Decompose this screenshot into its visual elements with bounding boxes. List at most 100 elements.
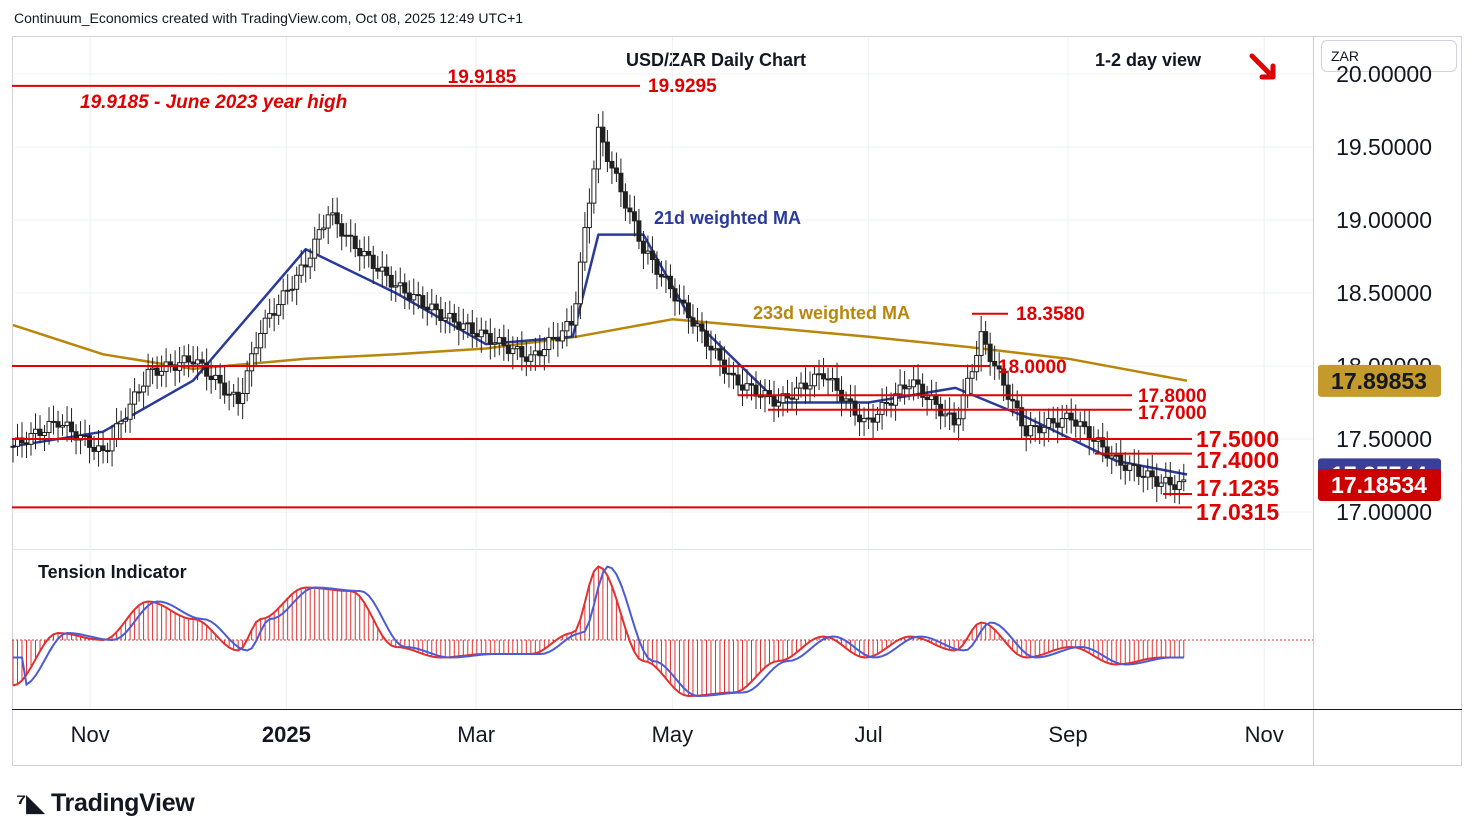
candle-body <box>406 292 412 301</box>
candle-body <box>933 395 939 405</box>
candle-body <box>748 383 754 386</box>
candle-body <box>1176 481 1182 490</box>
candle-body <box>1172 484 1178 490</box>
candle-body <box>631 211 637 222</box>
candle-body <box>897 384 903 395</box>
candle-body <box>244 370 250 394</box>
candle-body <box>1086 426 1092 441</box>
x-tick-label: May <box>652 722 694 747</box>
candle-body <box>420 295 426 308</box>
candle-body <box>956 418 962 426</box>
candle-body <box>429 303 435 311</box>
candle-body <box>145 368 151 387</box>
candle-body <box>852 400 858 416</box>
candle-body <box>694 323 700 327</box>
candle-body <box>1001 368 1007 386</box>
candle-body <box>393 285 399 288</box>
candle-body <box>699 323 705 332</box>
level-17-4000-label: 17.4000 <box>1196 447 1279 473</box>
candle-body <box>159 370 165 376</box>
candle-body <box>487 333 493 345</box>
candle-body <box>1028 425 1034 437</box>
candle-body <box>825 378 831 381</box>
level-17-8000-label: 17.8000 <box>1138 386 1207 407</box>
candle-body <box>370 254 376 269</box>
candle-body <box>82 434 88 437</box>
candle-body <box>366 250 372 256</box>
candle-body <box>645 250 651 254</box>
candle-body <box>510 348 516 355</box>
candle-body <box>708 345 714 351</box>
candle-body <box>154 367 160 376</box>
tension-signal-line <box>13 565 1184 698</box>
candle-body <box>186 355 192 363</box>
candle-body <box>1041 426 1047 434</box>
candle-body <box>496 337 502 344</box>
candle-body <box>532 350 538 356</box>
candle-body <box>73 431 79 441</box>
x-tick-label: 2025 <box>262 722 311 747</box>
candle-body <box>577 261 583 305</box>
candle-body <box>1158 482 1164 487</box>
currency-selector[interactable]: ZAR <box>1321 40 1457 72</box>
candle-body <box>271 313 277 316</box>
candle-body <box>604 141 610 162</box>
candle-body <box>424 306 430 311</box>
candle-body <box>888 402 894 406</box>
candle-body <box>267 313 273 319</box>
candle-body <box>375 267 381 272</box>
candle-body <box>771 395 777 407</box>
candle-body <box>1059 418 1065 428</box>
candle-body <box>586 202 592 229</box>
candle-body <box>690 317 696 327</box>
candle-body <box>24 442 30 445</box>
candle-body <box>595 126 601 170</box>
candle-body <box>357 248 363 257</box>
candle-body <box>812 373 818 387</box>
candle-body <box>64 421 70 427</box>
candle-body <box>447 312 453 319</box>
x-tick-label: Mar <box>457 722 495 747</box>
candle-body <box>231 391 237 395</box>
candle-body <box>298 264 304 276</box>
candle-body <box>1104 446 1110 459</box>
candle-body <box>969 371 975 379</box>
candle-body <box>492 342 498 345</box>
candle-body <box>1136 464 1142 477</box>
candle-body <box>658 273 664 278</box>
level-17-5000-label: 17.5000 <box>1196 426 1279 452</box>
view-label: 1-2 day view <box>1095 50 1202 70</box>
candle-body <box>105 450 111 453</box>
candle-body <box>1019 407 1025 427</box>
candle-body <box>60 425 66 428</box>
x-tick-label: Jul <box>855 722 883 747</box>
candle-body <box>1046 418 1052 428</box>
x-tick-label: Nov <box>71 722 110 747</box>
tradingview-logo[interactable]: ⁷◣ TradingView <box>16 788 195 818</box>
candle-body <box>744 383 750 391</box>
candle-body <box>321 227 327 231</box>
candle-body <box>821 373 827 380</box>
level-18-0000-label: 18.0000 <box>998 357 1067 378</box>
candle-body <box>199 359 205 364</box>
logo-text: TradingView <box>50 789 195 817</box>
candle-body <box>739 384 745 391</box>
y-tick-label: 20.00000 <box>1336 61 1432 87</box>
y-tick-label: 18.50000 <box>1336 280 1432 306</box>
candle-body <box>591 168 597 204</box>
candle-body <box>1163 476 1169 484</box>
pane-divider[interactable] <box>12 549 1314 550</box>
candle-body <box>150 367 156 370</box>
candle-body <box>929 395 935 401</box>
candle-body <box>573 303 579 326</box>
candle-body <box>42 432 48 436</box>
candle-body <box>649 250 655 261</box>
ma21-annotation: 21d weighted MA <box>654 208 801 228</box>
candle-body <box>132 391 138 405</box>
candle-body <box>325 214 331 229</box>
candle-body <box>537 350 543 357</box>
candle-body <box>136 391 142 394</box>
candle-body <box>51 420 57 423</box>
candle-body <box>843 398 849 402</box>
